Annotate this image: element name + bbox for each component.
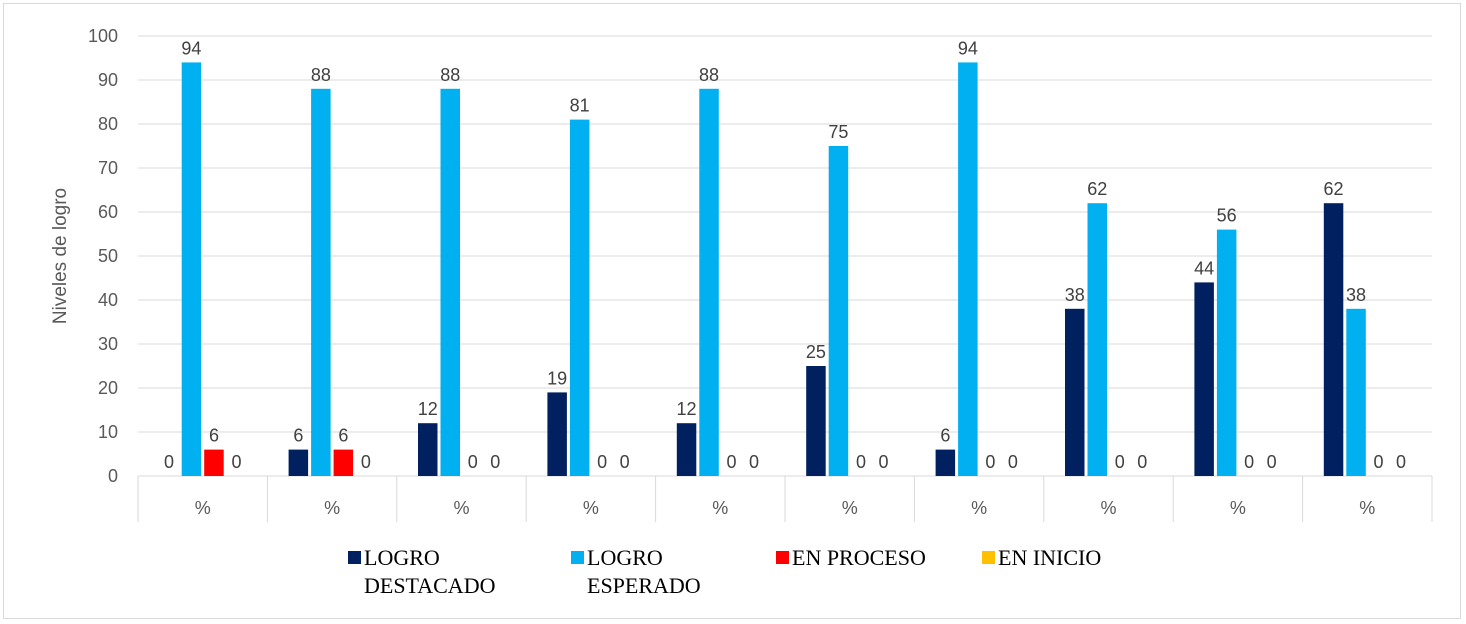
bar: [699, 88, 719, 477]
legend-swatch: [571, 551, 584, 564]
data-label: 88: [440, 65, 460, 85]
data-label: 0: [361, 452, 371, 472]
y-axis-title: Niveles de logro: [50, 188, 71, 324]
bar: [1065, 308, 1085, 476]
bar: [828, 146, 849, 476]
data-label: 6: [338, 426, 348, 446]
data-label: 6: [209, 426, 219, 446]
bar: [676, 423, 697, 476]
y-tick-label: 100: [88, 26, 118, 46]
data-label: 0: [468, 452, 478, 472]
y-tick-label: 60: [98, 202, 118, 222]
bar: [440, 88, 460, 477]
data-label: 38: [1346, 285, 1366, 305]
legend-label: ESPERADO: [587, 573, 701, 598]
x-tick-label: %: [712, 498, 728, 518]
y-tick-label: 40: [98, 290, 118, 310]
data-label: 0: [1267, 452, 1277, 472]
data-label: 81: [570, 96, 590, 116]
legend-label: DESTACADO: [364, 573, 495, 598]
bar: [1216, 229, 1237, 476]
bar: [547, 392, 567, 476]
data-label: 0: [490, 452, 500, 472]
data-label: 0: [727, 452, 737, 472]
y-tick-label: 0: [108, 466, 118, 486]
x-tick-label: %: [971, 498, 987, 518]
data-label: 38: [1065, 285, 1085, 305]
x-tick-label: %: [842, 498, 858, 518]
data-label: 0: [164, 452, 174, 472]
legend-swatch: [348, 551, 361, 564]
x-tick-label: %: [1359, 498, 1375, 518]
y-tick-label: 70: [98, 158, 118, 178]
bar: [569, 119, 590, 476]
bar: [418, 423, 438, 476]
data-label: 94: [958, 38, 978, 58]
data-label: 0: [856, 452, 866, 472]
x-tick-label: %: [195, 498, 211, 518]
data-label: 0: [878, 452, 888, 472]
bar: [958, 62, 978, 477]
x-tick-label: %: [453, 498, 469, 518]
data-label: 6: [940, 426, 950, 446]
data-label: 0: [1396, 452, 1406, 472]
y-tick-label: 50: [98, 246, 118, 266]
data-label: 19: [547, 368, 567, 388]
data-label: 6: [293, 426, 303, 446]
x-tick-label: %: [1100, 498, 1116, 518]
y-tick-label: 10: [98, 422, 118, 442]
data-label: 75: [828, 122, 848, 142]
data-label: 25: [806, 342, 826, 362]
y-tick-label: 30: [98, 334, 118, 354]
x-tick-label: %: [324, 498, 340, 518]
legend-label: LOGRO: [587, 545, 663, 570]
data-label: 56: [1217, 206, 1237, 226]
y-tick-label: 20: [98, 378, 118, 398]
bar: [288, 449, 309, 476]
data-label: 0: [1137, 452, 1147, 472]
data-label: 0: [597, 452, 607, 472]
bar: [935, 449, 956, 476]
bar: [311, 88, 331, 477]
y-tick-label: 80: [98, 114, 118, 134]
data-label: 0: [1008, 452, 1018, 472]
data-label: 0: [1374, 452, 1384, 472]
data-label: 44: [1194, 258, 1214, 278]
data-label: 0: [231, 452, 241, 472]
y-tick-label: 90: [98, 70, 118, 90]
legend-label: EN INICIO: [998, 545, 1101, 570]
data-label: 88: [311, 65, 331, 85]
bar: [1194, 282, 1214, 476]
bar: [333, 449, 354, 476]
bar: [204, 449, 224, 476]
bar: [1087, 203, 1107, 476]
bar: [1346, 308, 1366, 476]
legend-swatch: [982, 551, 995, 564]
data-label: 12: [418, 399, 438, 419]
data-label: 62: [1324, 179, 1344, 199]
data-label: 0: [620, 452, 630, 472]
data-label: 0: [1115, 452, 1125, 472]
legend-label: EN PROCESO: [792, 545, 926, 570]
data-label: 0: [749, 452, 759, 472]
bar: [181, 62, 202, 477]
data-label: 88: [699, 65, 719, 85]
data-label: 0: [1244, 452, 1254, 472]
data-label: 0: [985, 452, 995, 472]
x-tick-label: %: [583, 498, 599, 518]
data-label: 62: [1087, 179, 1107, 199]
bar: [806, 366, 826, 476]
data-label: 94: [181, 38, 201, 58]
bar: [1323, 203, 1344, 476]
x-tick-label: %: [1230, 498, 1246, 518]
legend-label: LOGRO: [364, 545, 440, 570]
data-label: 12: [677, 399, 697, 419]
legend-swatch: [776, 551, 789, 564]
